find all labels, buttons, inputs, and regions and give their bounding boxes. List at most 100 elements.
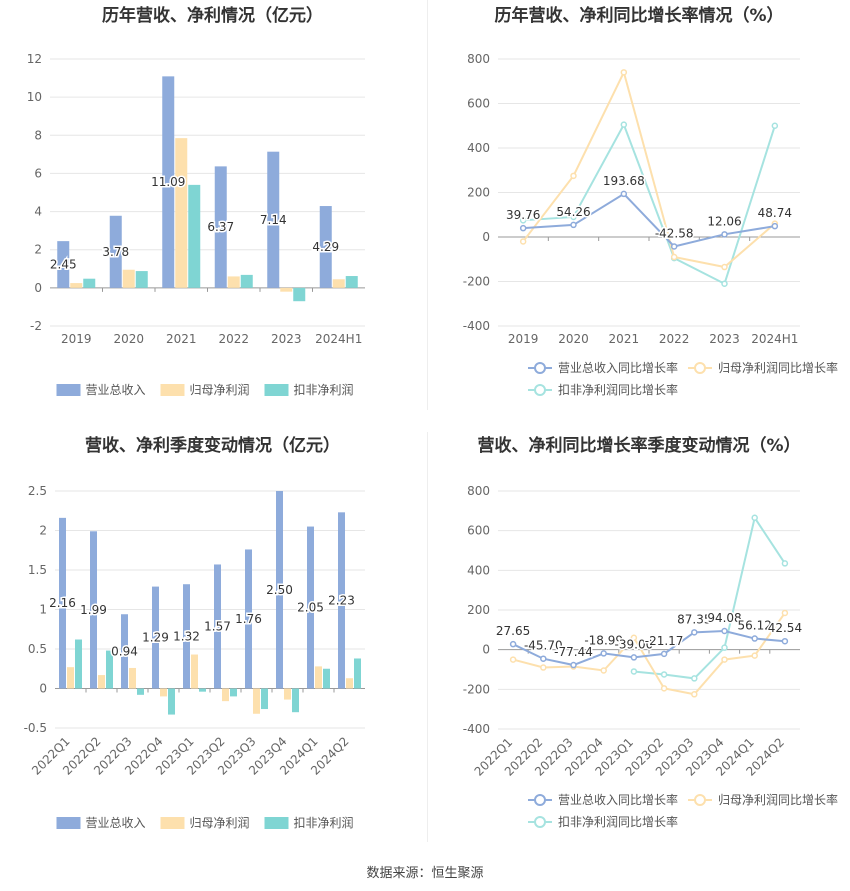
bar-revenue [109,215,122,288]
y-tick-label: -0.5 [24,721,47,735]
data-point [751,514,758,522]
data-label: 2.50 [266,583,293,597]
bar-net-profit [332,279,345,288]
bar-deducted-profit [230,688,237,697]
y-tick-label: -400 [463,722,490,736]
data-point [670,253,678,261]
bar-revenue [59,517,66,689]
y-tick-label: 1 [39,603,47,617]
bar-deducted-profit [75,639,82,689]
data-label: 1.99 [80,603,107,617]
data-label: 87.35 [677,612,711,626]
y-tick-label: 800 [467,484,490,498]
data-point [519,224,527,232]
chart-title: 历年营收、净利同比增长率情况（%） [494,5,783,26]
y-tick-label: 2 [39,524,47,538]
data-label: 11.09 [151,175,185,189]
data-label: -77.44 [554,645,593,659]
data-point [519,238,527,245]
data-point [721,627,728,635]
bar-revenue [121,614,128,689]
legend-label: 营业总收入同比增长率 [558,360,678,375]
legend-marker [694,362,706,374]
y-tick-label: 1.5 [28,563,47,577]
y-tick-label: 10 [27,90,42,104]
y-tick-label: 600 [467,97,490,111]
bar-deducted-profit [137,688,144,695]
data-label: -39.00 [615,637,654,651]
x-tick-label: 2024H1 [315,332,362,346]
annual-growth-rate-svg: 历年营收、净利同比增长率情况（%） -400 -200 0 200 400 600 800 20… [463,5,838,397]
bar-revenue [214,564,221,689]
data-point [509,656,517,663]
data-point [660,671,668,678]
bar-net-profit [227,276,240,288]
y-tick-label: 400 [467,563,490,577]
data-label: 42.54 [768,621,802,635]
data-point [660,650,668,658]
legend-label: 扣非净利润 [294,383,354,397]
bar-deducted-profit [83,278,96,288]
bar-deducted-profit [293,287,306,302]
legend-label: 扣非净利润 [294,816,354,830]
data-label: 1.76 [235,612,262,626]
data-label: 1.29 [142,631,169,645]
data-point [691,691,698,698]
y-tick-label: 800 [467,52,490,66]
bar-net-profit [284,688,291,700]
y-tick-label: 4 [34,205,42,219]
legend-swatch [264,817,289,829]
legend-label: 扣非净利润同比增长率 [558,814,678,829]
quarterly-revenue-profit-svg: 营收、净利季度变动情况（亿元）-0.500.511.522.52022Q1202… [24,435,365,830]
data-label: 12.06 [707,214,741,228]
x-tick-label: 2023 [271,332,302,346]
y-tick-label: 400 [467,141,490,155]
series-line-net-profit [522,69,776,269]
data-point [721,231,728,238]
bar-net-profit [315,666,322,689]
bar-revenue [276,491,283,689]
bar-revenue [267,151,280,288]
data-point [751,635,758,642]
bar-revenue [338,512,345,689]
legend-swatch [264,384,289,396]
x-tick-label: 2022 [659,332,690,346]
legend-label: 营业总收入 [86,383,146,397]
bar-revenue [307,526,314,689]
y-tick-label: 2.5 [28,484,47,498]
data-point [540,664,547,671]
bar-deducted-profit [240,274,253,288]
data-point [630,634,638,642]
data-label: -18.99 [584,633,623,647]
data-point [721,280,728,287]
data-label: 2.05 [297,601,324,615]
legend-marker [534,362,546,374]
legend-marker [534,816,546,828]
chart-title: 营收、净利同比增长率季度变动情况（%） [477,435,800,456]
data-label: 193.68 [603,174,645,188]
x-tick-label: 2020 [558,332,589,346]
data-label: -45.70 [524,639,563,653]
series-line-net-profit [512,612,786,696]
bar-net-profit [160,688,167,697]
y-tick-label: 6 [34,166,42,180]
data-label: 27.65 [496,624,530,638]
bar-revenue [245,549,252,689]
y-tick-label: 0 [482,643,490,657]
quarterly-growth-rate-svg: 营收、净利同比增长率季度变动情况（%） -400 -200 0 200 400 600 800… [463,435,838,829]
legend-marker [694,794,706,806]
bar-deducted-profit [345,276,358,288]
bar-net-profit [175,138,188,288]
bar-net-profit [346,678,353,689]
x-tick-label: 2019 [61,332,92,346]
data-point [620,69,628,76]
x-tick-label: 2024H1 [751,332,798,346]
bar-revenue [319,206,332,288]
data-label: 56.12 [738,619,772,633]
data-point [570,172,577,180]
legend-label: 归母净利润同比增长率 [718,792,838,807]
y-tick-label: 200 [467,186,490,200]
data-label: 48.74 [758,206,792,220]
x-tick-label: 2019 [508,332,539,346]
y-tick-label: 8 [34,128,42,142]
